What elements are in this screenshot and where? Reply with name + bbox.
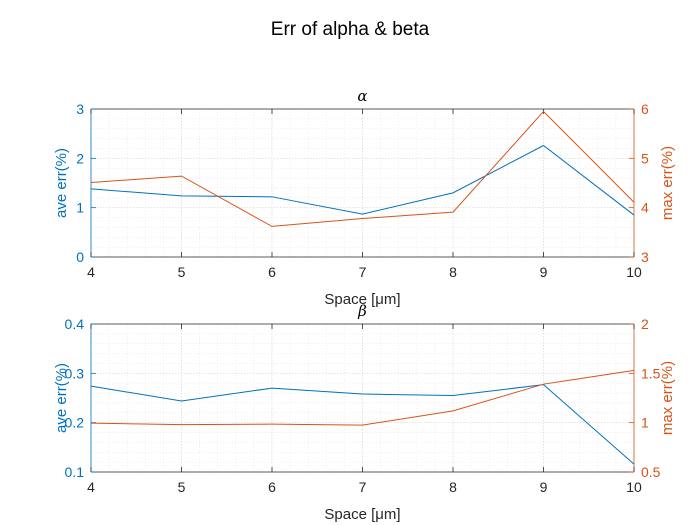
x-tick-label: 10 bbox=[626, 264, 642, 280]
left-tick-label: 2 bbox=[76, 150, 84, 166]
right-tick-label: 5 bbox=[641, 150, 649, 166]
left-y-axis-label: ave err(%) bbox=[53, 148, 70, 218]
data-point-max-err bbox=[180, 175, 182, 177]
left-tick-label: 0.4 bbox=[65, 316, 85, 332]
x-tick-label: 7 bbox=[359, 264, 367, 280]
panel-title: β bbox=[357, 302, 367, 320]
right-tick-label: 1.5 bbox=[641, 365, 661, 381]
data-point-max-err bbox=[542, 383, 544, 385]
data-point-ave-err bbox=[90, 385, 92, 387]
data-point-max-err bbox=[361, 424, 363, 426]
data-point-max-err bbox=[452, 410, 454, 412]
left-tick-label: 3 bbox=[76, 101, 84, 117]
data-point-ave-err bbox=[361, 393, 363, 395]
data-point-ave-err bbox=[90, 188, 92, 190]
data-point-max-err bbox=[271, 423, 273, 425]
data-point-max-err bbox=[180, 423, 182, 425]
data-point-ave-err bbox=[271, 196, 273, 198]
series-line-max-err bbox=[90, 369, 635, 426]
x-tick-label: 5 bbox=[178, 264, 186, 280]
panels: 4 5 6 7 8 9 10 0 1 2 3 3 4 5 6 α Space [μm] ave err(%) max… bbox=[53, 87, 676, 523]
figure-title: Err of alpha & beta bbox=[271, 19, 430, 40]
left-tick-label: 0 bbox=[76, 249, 84, 265]
left-y-axis-label: ave err(%) bbox=[53, 363, 70, 433]
data-point-ave-err bbox=[180, 400, 182, 402]
right-tick-label: 3 bbox=[641, 249, 649, 265]
x-tick-label: 8 bbox=[449, 479, 457, 495]
data-point-ave-err bbox=[542, 144, 544, 146]
x-axis-label: Space [μm] bbox=[324, 506, 400, 523]
x-tick-label: 9 bbox=[540, 264, 548, 280]
left-tick-label: 0.2 bbox=[65, 415, 85, 431]
x-tick-label: 9 bbox=[540, 479, 548, 495]
major-grid bbox=[90, 108, 635, 258]
right-y-axis-label: max err(%) bbox=[659, 146, 676, 220]
x-tick-label: 6 bbox=[268, 479, 276, 495]
series-line-ave-err bbox=[90, 144, 635, 216]
x-tick-label: 5 bbox=[178, 479, 186, 495]
x-tick-label: 6 bbox=[268, 264, 276, 280]
data-point-ave-err bbox=[633, 214, 635, 216]
data-point-max-err bbox=[633, 201, 635, 203]
left-tick-label: 1 bbox=[76, 200, 84, 216]
chart-panel-1: 4 5 6 7 8 9 10 0 1 2 3 3 4 5 6 α Space [μm] ave err(%) max… bbox=[53, 87, 676, 308]
major-grid bbox=[90, 323, 635, 473]
x-tick-label: 7 bbox=[359, 479, 367, 495]
data-point-ave-err bbox=[452, 192, 454, 194]
left-tick-label: 0.1 bbox=[65, 464, 85, 480]
x-axis-label: Space [μm] bbox=[324, 291, 400, 308]
data-point-max-err bbox=[633, 369, 635, 371]
right-tick-label: 4 bbox=[641, 200, 649, 216]
data-point-max-err bbox=[542, 110, 544, 112]
data-point-ave-err bbox=[180, 195, 182, 197]
data-point-ave-err bbox=[361, 213, 363, 215]
left-tick-label: 0.3 bbox=[65, 365, 85, 381]
data-point-max-err bbox=[452, 211, 454, 213]
panel-title: α bbox=[357, 87, 367, 105]
data-point-max-err bbox=[271, 225, 273, 227]
x-tick-label: 10 bbox=[626, 479, 642, 495]
data-point-ave-err bbox=[271, 387, 273, 389]
right-tick-label: 2 bbox=[641, 316, 649, 332]
data-point-max-err bbox=[361, 217, 363, 219]
data-point-ave-err bbox=[633, 463, 635, 465]
right-y-axis-label: max err(%) bbox=[659, 361, 676, 435]
right-tick-label: 1 bbox=[641, 415, 649, 431]
data-point-max-err bbox=[90, 181, 92, 183]
x-tick-label: 8 bbox=[449, 264, 457, 280]
x-tick-label: 4 bbox=[87, 264, 95, 280]
right-tick-label: 0.5 bbox=[641, 464, 661, 480]
data-point-max-err bbox=[90, 422, 92, 424]
data-point-ave-err bbox=[452, 394, 454, 396]
right-tick-label: 6 bbox=[641, 101, 649, 117]
chart-panel-2: 4 5 6 7 8 9 10 0.1 0.2 0.3 0.4 0.5 1 1.5 2 β Space [μm] a… bbox=[53, 302, 676, 523]
series-line-max-err bbox=[90, 110, 635, 227]
x-tick-label: 4 bbox=[87, 479, 95, 495]
